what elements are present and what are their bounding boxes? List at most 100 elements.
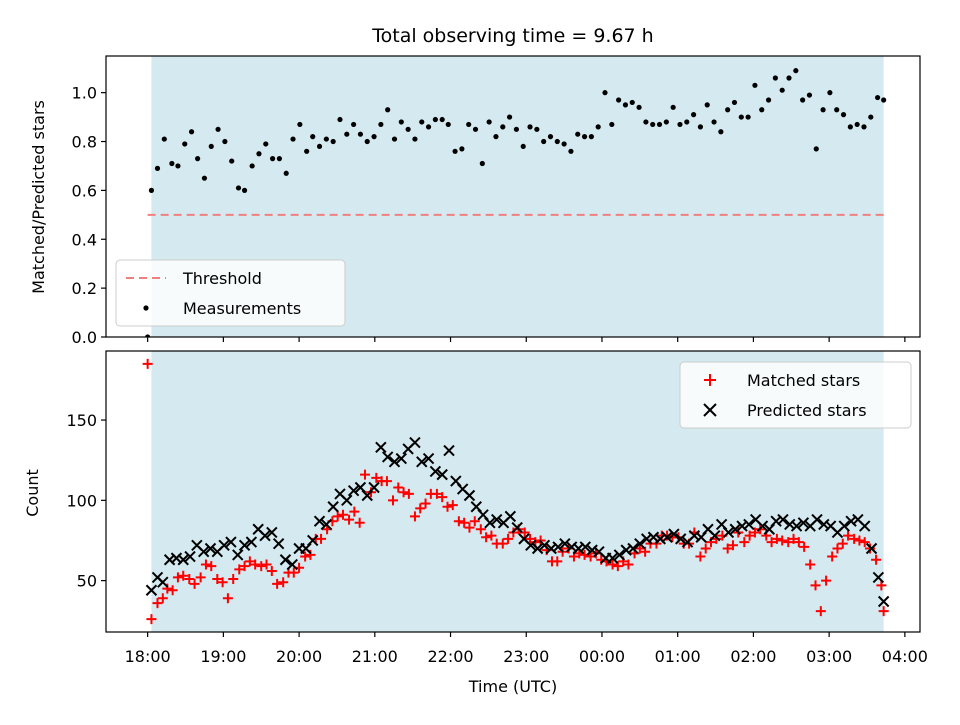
predicted-star-point (620, 544, 632, 556)
matched-star-point (503, 533, 514, 544)
predicted-star-point (238, 539, 251, 551)
predicted-star-point (436, 468, 448, 481)
measurement-point (697, 124, 704, 130)
predicted-star-point (163, 554, 176, 566)
measurement-point (663, 119, 669, 125)
measurement-point (148, 187, 155, 193)
legend-box (115, 259, 346, 327)
measurement-point (290, 136, 296, 142)
matched-star-point (442, 501, 453, 512)
matched-star-point (744, 530, 755, 541)
matched-star-point (788, 533, 799, 544)
predicted-star-point (197, 546, 210, 558)
predicted-star-point (272, 537, 285, 550)
matched-star-point (393, 482, 404, 493)
measurement-point (622, 102, 629, 108)
predicted-star-point (184, 550, 196, 563)
matched-star-point (453, 516, 464, 527)
measurement-point (145, 334, 151, 337)
legend: Matched stars Predicted stars (679, 361, 912, 429)
matched-star-point (876, 580, 887, 591)
measurement-point (534, 126, 540, 132)
measurement-point (432, 116, 438, 123)
plot-area (142, 358, 890, 625)
matched-star-point (167, 585, 178, 596)
matched-star-point (409, 511, 420, 522)
matched-star-point (634, 543, 645, 554)
predicted-star-point (784, 518, 796, 531)
measurement-point (554, 138, 560, 145)
predicted-star-point (845, 515, 857, 527)
predicted-star-point (266, 526, 278, 539)
matched-star-point (305, 549, 316, 560)
measurement-point (718, 129, 724, 135)
y-axis-label-ratio: Matched/Predicted stars (29, 100, 48, 294)
measurement-point (323, 136, 329, 142)
measurement-point (759, 107, 765, 113)
measurement-point (847, 124, 853, 130)
predicted-star-point (177, 554, 189, 566)
matched-star-point (486, 530, 497, 541)
measurement-point (874, 94, 881, 101)
matched-star-point (469, 516, 480, 527)
x-axis-label: Time (UTC) (468, 677, 557, 696)
measurement-point (731, 99, 738, 106)
predicted-star-point (777, 513, 789, 526)
matched-star-point (552, 556, 563, 567)
matched-star-point (142, 358, 153, 369)
predicted-star-point (729, 523, 741, 535)
predicted-star-point (838, 520, 850, 532)
measurement-point (419, 119, 425, 125)
measurement-point (656, 121, 663, 128)
measurement-point (297, 121, 303, 128)
measurement-point (520, 143, 526, 150)
measurement-point (201, 175, 208, 181)
measurement-point (868, 114, 874, 120)
matched-star-point (349, 506, 360, 517)
predicted-star-point (245, 536, 258, 548)
matched-star-point (695, 551, 706, 562)
matched-star-point (849, 533, 860, 544)
measurement-point (854, 121, 860, 128)
measurement-point (616, 97, 622, 103)
y-tick-label: 50 (77, 572, 97, 591)
matched-star-point (157, 593, 168, 604)
predicted-star-point (538, 539, 551, 551)
predicted-star-point (341, 494, 353, 507)
y-tick-label: 150 (66, 411, 97, 430)
predicted-star-point (422, 452, 435, 465)
measurement-point (772, 75, 778, 81)
measurement-point (330, 138, 336, 145)
matched-star-point (799, 541, 810, 552)
predicted-star-point (743, 518, 755, 531)
matched-star-point (859, 537, 870, 548)
measurement-point (263, 141, 269, 147)
matched-star-point (300, 551, 311, 562)
predicted-star-point (388, 456, 401, 468)
matched-star-point (475, 524, 486, 535)
series-measurements (145, 68, 887, 337)
predicted-star-point (484, 517, 496, 529)
panel-frame (105, 55, 921, 338)
matched-star-point (749, 527, 760, 538)
measurement-point (738, 114, 744, 120)
legend: Threshold Measurements (115, 259, 346, 327)
x-tick-label: 20:00 (276, 647, 322, 666)
predicted-star-point (654, 533, 666, 545)
matched-star-point (371, 472, 382, 483)
matched-star-point (288, 567, 299, 578)
predicted-star-point (463, 489, 476, 502)
predicted-star-point (145, 584, 158, 596)
matched-star-point (481, 532, 492, 543)
matched-star-point (777, 535, 788, 546)
predicted-star-point (579, 541, 592, 553)
measurement-point (364, 138, 370, 145)
measurement-point (800, 97, 806, 103)
matched-star-point (766, 537, 777, 548)
predicted-star-point (647, 531, 660, 543)
predicted-star-point (709, 529, 721, 542)
matched-star-point (878, 606, 889, 617)
matched-star-point (316, 533, 327, 544)
measurement-point (602, 90, 608, 96)
predicted-star-point (877, 595, 890, 608)
